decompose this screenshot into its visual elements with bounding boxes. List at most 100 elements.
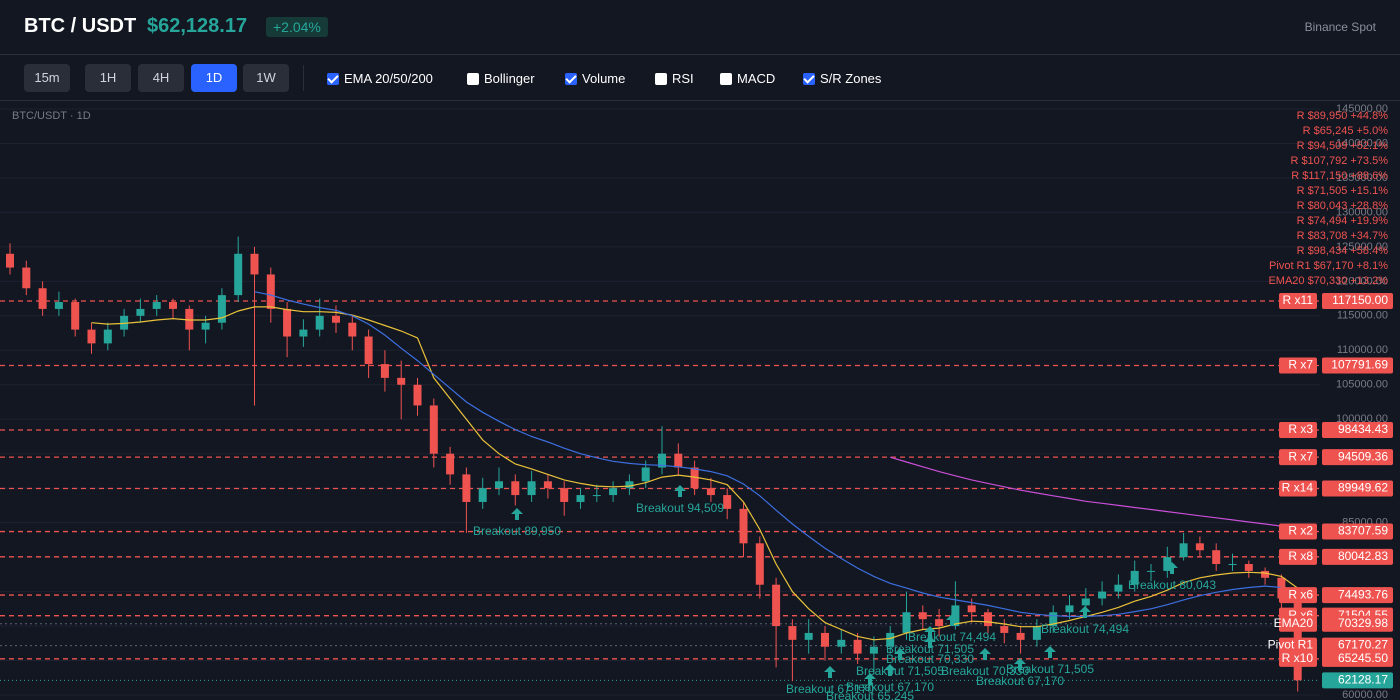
breakout-arrow [824,666,836,678]
breakout-arrow [946,614,958,626]
header: BTC / USDT $62,128.17 +2.04% Binance Spo… [0,0,1400,55]
checkbox[interactable] [655,72,667,85]
indicator-toggle[interactable]: Bollinger [467,71,535,86]
level-name: EMA20 [1274,616,1314,630]
candle-body [103,329,112,344]
level-summary: R $98,434 +58.4% [1297,245,1389,257]
indicator-toggle[interactable]: S/R Zones [803,71,881,86]
level-name: R x7 [1288,358,1313,372]
level-name: R x11 [1283,293,1314,307]
level-name-badge [1279,548,1317,565]
candle-body [543,481,552,489]
candle-body [739,508,748,544]
candle-body [283,308,292,337]
candle-body [527,481,536,496]
level-value: 89949.62 [1338,481,1388,495]
candle-body [641,467,650,482]
candle-body [120,315,129,330]
level-summary: R $117,150 +88.6% [1291,170,1388,182]
indicator-label: Bollinger [484,71,535,86]
candle-body [1114,584,1123,592]
y-tick-label: 140000.00 [1336,137,1388,149]
level-value-badge [1322,480,1393,497]
candle-body [984,612,992,627]
level-value-badge [1322,449,1393,466]
level-value: 117150.00 [1332,293,1388,307]
checkbox[interactable] [327,72,339,85]
candle-body [918,612,927,620]
indicator-toggle[interactable]: MACD [720,71,775,86]
annotation: Breakout 70,330 [886,652,974,666]
indicator-label: Volume [582,71,626,86]
candle-body [169,302,177,309]
candle-body [1261,570,1270,578]
candle-body [1147,570,1155,572]
level-name-badge [1279,357,1317,374]
candle-body [6,253,14,268]
timeframe-button[interactable]: 4H [138,64,184,92]
candle-body [266,274,275,309]
checkbox[interactable] [467,72,479,85]
candle-body [1032,626,1041,640]
annotation: Breakout 65,245 [826,689,914,700]
checkbox[interactable] [565,72,577,85]
candle-body [462,474,471,502]
candle-body [625,481,634,489]
level-name: R x8 [1288,549,1313,563]
candle-body [821,632,829,647]
indicator-toggle[interactable]: Volume [565,71,625,86]
y-tick-label: 125000.00 [1336,241,1388,253]
level-value: 65245.50 [1338,651,1388,665]
checkbox[interactable] [803,72,815,85]
level-name: R x6 [1288,587,1313,601]
level-summary: R $80,043 +28.8% [1297,200,1389,212]
level-name: Pivot R1 [1268,638,1314,652]
indicator-label: RSI [672,71,694,86]
level-summary: R $74,494 +19.9% [1297,215,1389,227]
candle-body [478,488,487,502]
timeframe-button[interactable]: 1D [191,64,237,92]
candle-body [511,481,520,496]
ema-line [91,306,1299,641]
candle-body [201,322,210,330]
level-summary: R $89,950 +44.8% [1297,110,1389,122]
candle-body [1179,543,1188,558]
level-value: 70329.98 [1338,616,1388,630]
level-summary: R $83,708 +34.7% [1297,230,1389,242]
level-value-badge [1322,357,1393,374]
timeframe-button[interactable]: 1W [243,64,289,92]
candle-body [380,364,389,378]
level-value-badge [1322,548,1393,565]
level-name-badge [1279,523,1317,540]
timeframe-button[interactable]: 15m [24,64,70,92]
breakout-arrow [1079,606,1091,618]
level-name-badge [1279,422,1317,439]
candle-body [299,329,308,337]
level-value-badge [1322,587,1393,604]
indicator-label: S/R Zones [820,71,882,86]
candle-body [755,543,764,585]
candle-body [951,605,960,627]
y-tick-label: 145000.00 [1336,103,1388,115]
indicator-toggle[interactable]: RSI [655,71,694,86]
level-summary: Pivot R1 $67,170 +8.1% [1269,260,1388,272]
breakout-arrow [979,648,991,660]
candle-body [560,488,569,502]
timeframe-button[interactable]: 1H [85,64,131,92]
candle-body [674,453,683,468]
candle-body [967,605,976,613]
indicator-toggle[interactable]: EMA 20/50/200 [327,71,433,86]
checkbox[interactable] [720,72,732,85]
candle-body [902,612,911,633]
breakout-arrow [511,508,523,520]
y-tick-label: 130000.00 [1336,206,1388,218]
candle-body [837,639,846,647]
level-name: R x7 [1288,449,1313,463]
price: $62,128.17 [147,15,248,37]
candle-body [1016,632,1025,640]
annotation: Breakout 80,043 [1128,578,1216,592]
candle-body [706,488,715,496]
breakout-arrow [924,626,936,638]
level-value: 80042.83 [1338,549,1388,563]
